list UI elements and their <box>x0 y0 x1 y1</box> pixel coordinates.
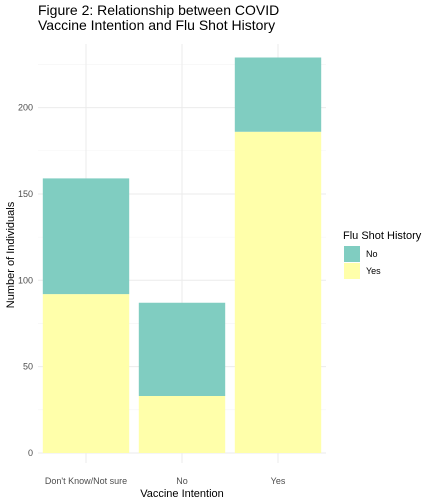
y-tick-label: 150 <box>18 189 33 199</box>
y-tick-label: 50 <box>23 362 33 372</box>
y-tick-label: 100 <box>18 275 33 285</box>
chart-title-line-1: Figure 2: Relationship between COVID <box>38 2 279 18</box>
legend: Flu Shot History No Yes <box>343 230 422 279</box>
bar-segment <box>138 302 226 397</box>
bar-segment <box>42 178 130 295</box>
x-axis-title: Vaccine Intention <box>140 488 224 500</box>
bar-segment <box>42 294 130 453</box>
x-tick-label: Don't Know/Not sure <box>45 476 127 486</box>
bar-segment <box>234 131 322 453</box>
bar-segment <box>138 396 226 453</box>
y-tick-label: 0 <box>28 448 33 458</box>
bar-segment <box>234 57 322 132</box>
y-axis-ticks: 0 50 100 150 200 <box>18 103 33 458</box>
x-tick-label: No <box>176 476 188 486</box>
bars <box>42 57 322 453</box>
legend-key-no <box>344 246 360 262</box>
x-axis-ticks: Don't Know/Not sure No Yes <box>45 476 286 486</box>
legend-label-yes: Yes <box>366 266 381 276</box>
y-tick-label: 200 <box>18 103 33 113</box>
legend-label-no: No <box>366 249 378 259</box>
legend-title: Flu Shot History <box>343 230 422 242</box>
x-tick-label: Yes <box>271 476 286 486</box>
legend-key-yes <box>344 263 360 279</box>
chart-title-line-2: Vaccine Intention and Flu Shot History <box>38 17 275 33</box>
y-axis-title: Number of Individuals <box>5 201 17 308</box>
